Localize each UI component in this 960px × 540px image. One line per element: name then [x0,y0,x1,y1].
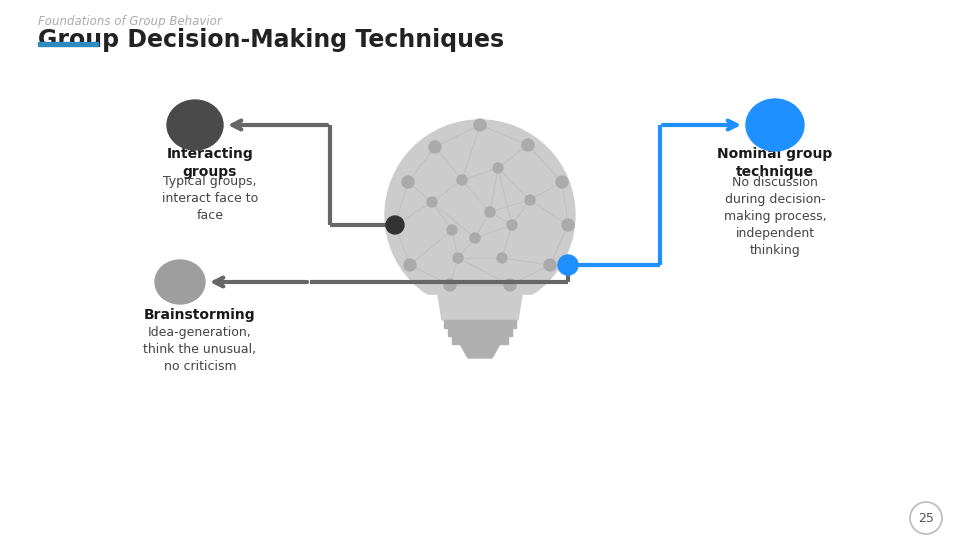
Polygon shape [438,295,522,320]
Circle shape [386,216,404,234]
Text: Brainstorming: Brainstorming [144,308,255,322]
Circle shape [474,119,486,131]
Circle shape [504,279,516,291]
Circle shape [507,220,517,230]
Circle shape [389,219,401,231]
Ellipse shape [155,260,205,304]
Circle shape [457,175,467,185]
Circle shape [404,259,416,271]
Polygon shape [460,344,500,358]
Circle shape [493,163,503,173]
Circle shape [385,120,575,310]
Circle shape [470,233,480,243]
Circle shape [556,176,568,188]
Text: Nominal group
technique: Nominal group technique [717,147,832,179]
Circle shape [444,279,456,291]
Text: Interacting
groups: Interacting groups [167,147,253,179]
Circle shape [562,219,574,231]
Circle shape [427,197,437,207]
Bar [38,42,98,46]
Text: Idea-generation,
think the unusual,
no criticism: Idea-generation, think the unusual, no c… [143,326,256,373]
Circle shape [429,141,441,153]
Bar [448,328,512,336]
Circle shape [525,195,535,205]
Circle shape [402,176,414,188]
Bar [444,320,516,328]
Circle shape [447,225,457,235]
Circle shape [453,253,463,263]
Ellipse shape [167,100,223,150]
Text: No discussion
during decision-
making process,
independent
thinking: No discussion during decision- making pr… [724,176,827,257]
Circle shape [497,253,507,263]
Text: Group Decision-Making Techniques: Group Decision-Making Techniques [38,28,504,52]
Text: Foundations of Group Behavior: Foundations of Group Behavior [38,15,222,28]
Bar [380,295,590,540]
Circle shape [485,207,495,217]
Circle shape [544,259,556,271]
Ellipse shape [746,99,804,151]
Text: Typical groups,
interact face to
face: Typical groups, interact face to face [162,175,258,222]
Text: 25: 25 [918,511,934,524]
Bar [452,336,508,344]
Circle shape [522,139,534,151]
Circle shape [558,255,578,275]
